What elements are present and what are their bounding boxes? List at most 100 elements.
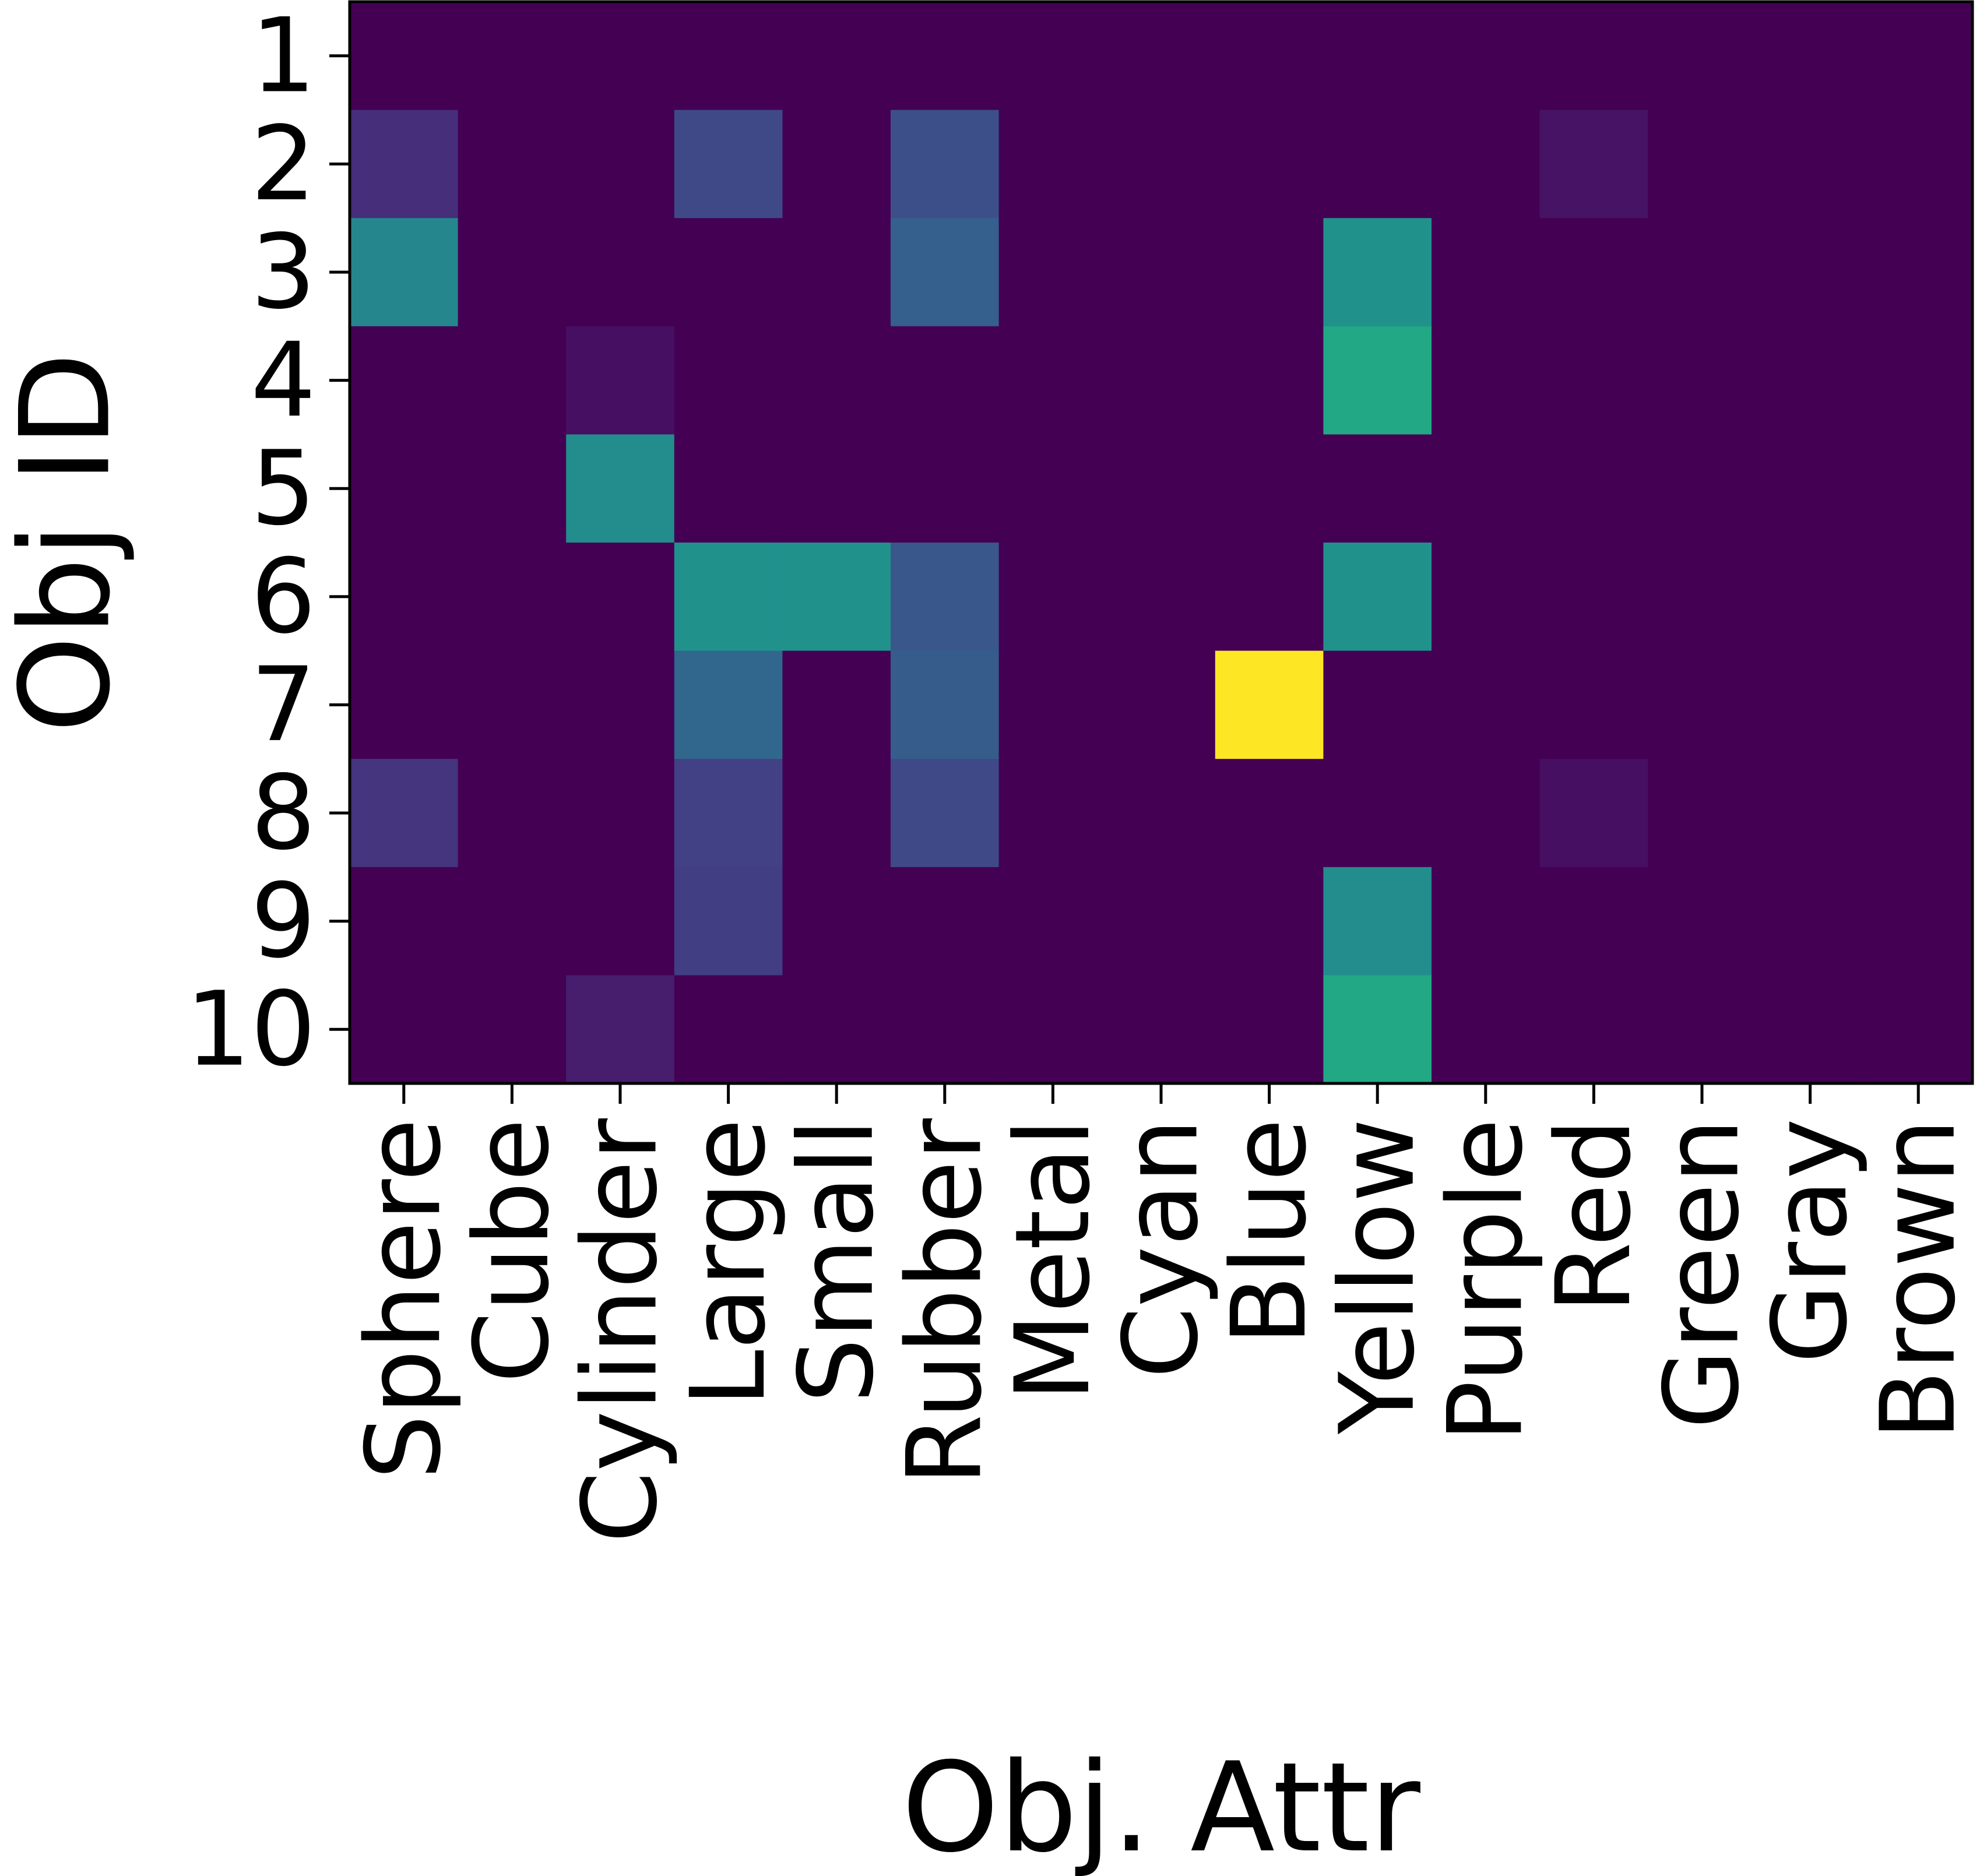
heatmap-cell bbox=[998, 218, 1107, 327]
heatmap-cell bbox=[1432, 759, 1541, 868]
heatmap-cell bbox=[782, 759, 891, 868]
heatmap-cell bbox=[1432, 543, 1541, 652]
y-tick-label: 8 bbox=[251, 754, 316, 873]
heatmap-cell bbox=[1432, 218, 1541, 327]
heatmap-cell bbox=[1215, 867, 1324, 976]
heatmap-cell bbox=[1323, 434, 1432, 543]
heatmap-cell bbox=[891, 2, 1000, 111]
x-tick-label: Gray bbox=[1750, 1118, 1870, 1364]
heatmap-cell bbox=[674, 543, 783, 652]
heatmap-cell bbox=[1539, 867, 1648, 976]
x-tick-label: Blue bbox=[1209, 1118, 1329, 1345]
heatmap-cell bbox=[1864, 759, 1973, 868]
heatmap-cell bbox=[1107, 218, 1216, 327]
heatmap-cell bbox=[1864, 434, 1973, 543]
heatmap-cell bbox=[350, 867, 459, 976]
x-tick-label: Cyan bbox=[1102, 1118, 1221, 1378]
heatmap-cell bbox=[1756, 867, 1865, 976]
heatmap-cell bbox=[1864, 218, 1973, 327]
heatmap-cell bbox=[1756, 650, 1865, 759]
heatmap-cell bbox=[566, 650, 675, 759]
heatmap-cell bbox=[1648, 975, 1757, 1084]
heatmap-cell bbox=[1864, 110, 1973, 219]
heatmap-cell bbox=[1648, 867, 1757, 976]
heatmap-cell bbox=[1215, 543, 1324, 652]
heatmap-cell bbox=[458, 759, 567, 868]
x-tick-label: Sphere bbox=[344, 1118, 463, 1480]
heatmap-cell bbox=[1864, 867, 1973, 976]
heatmap-cell bbox=[1539, 326, 1648, 435]
heatmap-cell bbox=[1648, 759, 1757, 868]
x-tick-label: Red bbox=[1534, 1118, 1654, 1313]
heatmap-cell bbox=[458, 867, 567, 976]
y-tick-label: 10 bbox=[185, 970, 316, 1089]
heatmap-cell bbox=[674, 759, 783, 868]
x-tick-label: Yellow bbox=[1318, 1118, 1437, 1435]
y-axis-title: Obj ID bbox=[0, 352, 138, 733]
heatmap-cell bbox=[1107, 759, 1216, 868]
heatmap-cell bbox=[1864, 650, 1973, 759]
heatmap-cell bbox=[891, 326, 1000, 435]
heatmap-cell bbox=[674, 2, 783, 111]
heatmap-cell bbox=[350, 2, 459, 111]
heatmap-cell bbox=[1215, 2, 1324, 111]
heatmap-cell bbox=[998, 434, 1107, 543]
heatmap-cell bbox=[1648, 218, 1757, 327]
heatmap-cell bbox=[674, 867, 783, 976]
heatmap-cell bbox=[1756, 543, 1865, 652]
heatmap-cell bbox=[1323, 110, 1432, 219]
heatmap-cell bbox=[1539, 2, 1648, 111]
heatmap-cell bbox=[1756, 975, 1865, 1084]
heatmap-cell bbox=[1107, 543, 1216, 652]
heatmap-cell bbox=[458, 326, 567, 435]
heatmap-cell bbox=[782, 867, 891, 976]
heatmap-cell bbox=[350, 110, 459, 219]
heatmap-cell bbox=[1432, 2, 1541, 111]
x-axis: SphereCubeCylinderLargeSmallRubberMetalC… bbox=[344, 1083, 1978, 1543]
heatmap-cell bbox=[998, 326, 1107, 435]
heatmap-cell bbox=[566, 110, 675, 219]
heatmap-cell bbox=[998, 975, 1107, 1084]
heatmap-cell bbox=[891, 110, 1000, 219]
heatmap-cell bbox=[1323, 759, 1432, 868]
heatmap-cell bbox=[1648, 543, 1757, 652]
heatmap-cell bbox=[566, 326, 675, 435]
heatmap-cell bbox=[1323, 218, 1432, 327]
heatmap-cell bbox=[566, 975, 675, 1084]
x-tick-label: Cylinder bbox=[561, 1118, 680, 1543]
heatmap-cell bbox=[1215, 650, 1324, 759]
heatmap-cell bbox=[782, 2, 891, 111]
heatmap-cell bbox=[458, 110, 567, 219]
heatmap-cell bbox=[1756, 326, 1865, 435]
heatmap-cell bbox=[1648, 326, 1757, 435]
heatmap-cell bbox=[998, 110, 1107, 219]
heatmap-cell bbox=[1432, 110, 1541, 219]
heatmap-cell bbox=[1323, 2, 1432, 111]
y-tick-label: 3 bbox=[251, 213, 316, 332]
heatmap-cell bbox=[1215, 326, 1324, 435]
x-axis-title: Obj. Attr bbox=[902, 1736, 1421, 1876]
heatmap-cell bbox=[1323, 543, 1432, 652]
heatmap-cell bbox=[1864, 975, 1973, 1084]
x-tick-label: Metal bbox=[993, 1118, 1113, 1402]
heatmap-cell bbox=[1215, 434, 1324, 543]
heatmap-cell bbox=[350, 975, 459, 1084]
heatmap-cell bbox=[1323, 650, 1432, 759]
heatmap-cell bbox=[674, 434, 783, 543]
x-tick-label: Large bbox=[669, 1118, 788, 1407]
heatmap-cell bbox=[1432, 867, 1541, 976]
heatmap-cell bbox=[1432, 975, 1541, 1084]
heatmap-cell bbox=[1648, 2, 1757, 111]
heatmap-cell bbox=[1432, 326, 1541, 435]
heatmap-cell bbox=[566, 759, 675, 868]
heatmap-cell bbox=[1107, 326, 1216, 435]
heatmap-cell bbox=[674, 218, 783, 327]
heatmap-cell bbox=[998, 543, 1107, 652]
y-tick-label: 4 bbox=[251, 321, 316, 440]
heatmap-cell bbox=[458, 650, 567, 759]
heatmap-cell bbox=[1648, 650, 1757, 759]
x-tick-label: Rubber bbox=[885, 1118, 1004, 1486]
heatmap-cell bbox=[674, 975, 783, 1084]
heatmap-cell bbox=[1432, 434, 1541, 543]
heatmap-cell bbox=[350, 543, 459, 652]
